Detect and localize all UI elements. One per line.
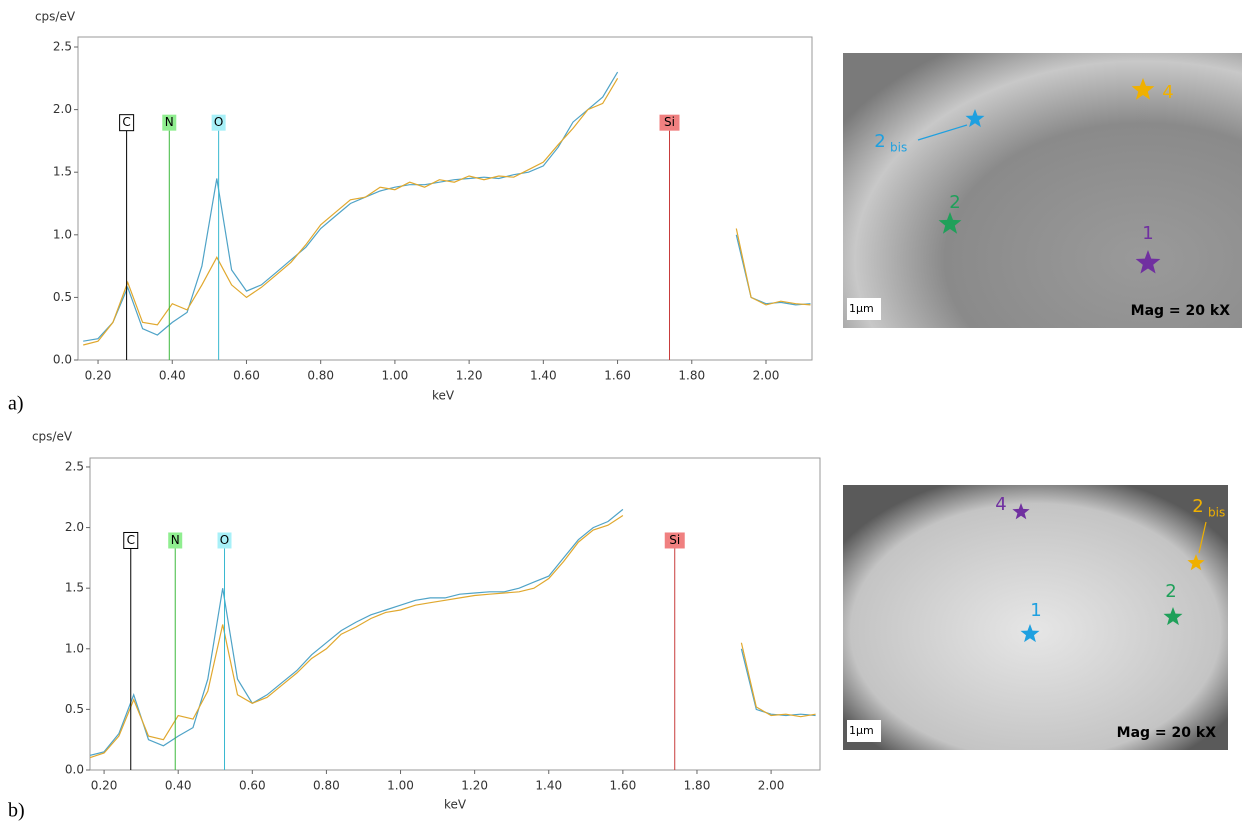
x-tick-label: 1.00: [387, 779, 414, 793]
star-marker: [1163, 607, 1183, 626]
scale-bar-box: [847, 720, 881, 742]
element-label: Si: [664, 115, 675, 129]
sem-image: [843, 53, 1242, 328]
point-subscript: bis: [1208, 506, 1225, 520]
x-axis-label: keV: [432, 389, 455, 403]
scale-bar: 1µm: [849, 302, 874, 315]
y-tick-label: 0.0: [53, 353, 72, 367]
spectrum-line: [90, 508, 816, 756]
element-label: N: [165, 115, 174, 129]
point-label: 1: [1030, 600, 1041, 621]
y-tick-label: 1.5: [53, 165, 72, 179]
point-label: 4: [1162, 82, 1173, 103]
star-marker: [965, 109, 985, 128]
pointer: [917, 124, 968, 141]
magnification: Mag = 20 kX: [1117, 725, 1217, 741]
pointer: [1198, 521, 1207, 554]
point-label: 4: [995, 494, 1006, 515]
star-marker: [938, 212, 962, 234]
magnification: Mag = 20 kX: [1131, 303, 1231, 319]
point-label: 1: [1142, 223, 1153, 244]
point-label: 2: [1192, 496, 1203, 517]
y-tick-label: 0.5: [53, 290, 72, 304]
x-tick-label: 0.60: [239, 779, 266, 793]
x-tick-label: 1.20: [456, 369, 483, 383]
x-tick-label: 2.00: [753, 369, 780, 383]
panel-label: b): [8, 800, 25, 822]
element-label: Si: [669, 533, 680, 547]
element-box: [123, 531, 139, 549]
scale-bar-box: [847, 298, 881, 320]
x-tick-label: 0.20: [91, 779, 118, 793]
point-subscript: bis: [890, 141, 907, 155]
element-label: N: [171, 533, 180, 547]
y-tick-label: 2.5: [53, 40, 72, 54]
x-tick-label: 0.20: [85, 369, 112, 383]
element-label: C: [122, 115, 130, 129]
element-label: O: [220, 533, 229, 547]
x-tick-label: 1.60: [604, 369, 631, 383]
element-box: [217, 532, 232, 549]
element-label: C: [127, 533, 135, 547]
element-box: [168, 532, 183, 549]
element-box: [119, 114, 135, 132]
y-axis-label: cps/eV: [35, 10, 76, 24]
spectrum-line: [90, 514, 816, 759]
point-label: 2: [1165, 581, 1176, 602]
sem-image: [843, 485, 1228, 750]
x-tick-label: 1.00: [382, 369, 409, 383]
element-box: [659, 114, 680, 131]
element-label: O: [214, 115, 223, 129]
x-tick-label: 2.00: [758, 779, 785, 793]
y-tick-label: 2.5: [65, 459, 84, 473]
y-tick-label: 1.5: [65, 581, 84, 595]
x-tick-label: 1.20: [461, 779, 488, 793]
element-box: [162, 114, 177, 131]
y-tick-label: 2.0: [53, 102, 72, 116]
x-axis-label: keV: [444, 798, 467, 812]
star-marker: [1135, 250, 1161, 274]
y-tick-label: 1.0: [53, 227, 72, 241]
element-box: [211, 114, 226, 131]
star-marker: [1187, 554, 1205, 571]
x-tick-label: 1.40: [535, 779, 562, 793]
x-tick-label: 0.80: [313, 779, 340, 793]
y-tick-label: 0.0: [65, 763, 84, 777]
star-marker: [1131, 78, 1155, 100]
x-tick-label: 1.80: [684, 779, 711, 793]
element-box: [664, 532, 685, 549]
scale-bar: 1µm: [849, 724, 874, 737]
star-marker: [1012, 503, 1030, 520]
point-label: 2: [949, 192, 960, 213]
y-tick-label: 1.0: [65, 641, 84, 655]
y-tick-label: 2.0: [65, 520, 84, 534]
x-tick-label: 0.80: [307, 369, 334, 383]
y-axis-label: cps/eV: [32, 430, 73, 444]
x-tick-label: 1.80: [678, 369, 705, 383]
panel-label: a): [8, 393, 24, 415]
x-tick-label: 0.60: [233, 369, 260, 383]
x-tick-label: 1.60: [610, 779, 637, 793]
star-marker: [1020, 624, 1040, 643]
y-tick-label: 0.5: [65, 702, 84, 716]
x-tick-label: 0.40: [165, 779, 192, 793]
point-label: 2: [874, 131, 885, 152]
plot-area: [89, 457, 821, 771]
plot-area: [77, 36, 813, 361]
spectrum-line: [83, 77, 811, 346]
x-tick-label: 1.40: [530, 369, 557, 383]
x-tick-label: 0.40: [159, 369, 186, 383]
